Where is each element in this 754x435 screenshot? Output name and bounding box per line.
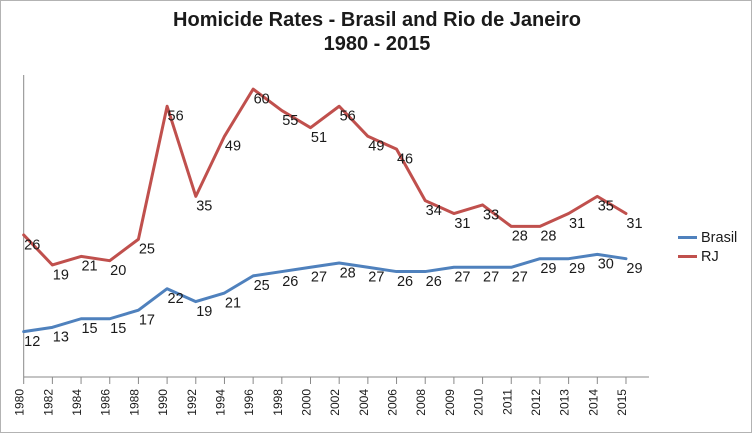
svg-text:27: 27 xyxy=(454,270,470,286)
svg-text:1998: 1998 xyxy=(271,389,285,416)
svg-text:49: 49 xyxy=(368,139,384,155)
svg-text:26: 26 xyxy=(282,274,298,290)
svg-text:2002: 2002 xyxy=(328,389,342,416)
svg-text:26: 26 xyxy=(24,237,40,253)
svg-text:21: 21 xyxy=(225,295,241,311)
svg-text:60: 60 xyxy=(254,91,270,107)
svg-text:27: 27 xyxy=(483,270,499,286)
svg-text:2006: 2006 xyxy=(386,389,400,416)
svg-text:34: 34 xyxy=(426,203,442,219)
svg-text:26: 26 xyxy=(397,274,413,290)
svg-text:21: 21 xyxy=(81,259,97,275)
svg-text:2009: 2009 xyxy=(443,389,457,416)
svg-text:19: 19 xyxy=(196,304,212,320)
svg-text:2014: 2014 xyxy=(586,389,600,416)
svg-text:26: 26 xyxy=(426,274,442,290)
svg-text:15: 15 xyxy=(110,321,126,337)
svg-text:2004: 2004 xyxy=(357,389,371,416)
svg-text:1982: 1982 xyxy=(41,389,55,416)
svg-text:28: 28 xyxy=(512,229,528,245)
svg-text:2015: 2015 xyxy=(615,389,629,416)
svg-text:28: 28 xyxy=(540,229,556,245)
svg-text:30: 30 xyxy=(598,257,614,273)
svg-text:25: 25 xyxy=(139,242,155,258)
svg-text:31: 31 xyxy=(626,216,642,232)
svg-text:1994: 1994 xyxy=(213,389,227,416)
svg-text:1996: 1996 xyxy=(242,389,256,416)
svg-text:56: 56 xyxy=(340,109,356,125)
svg-text:1986: 1986 xyxy=(99,389,113,416)
svg-text:1980: 1980 xyxy=(13,389,27,416)
svg-text:27: 27 xyxy=(311,270,327,286)
svg-text:27: 27 xyxy=(368,270,384,286)
svg-text:2012: 2012 xyxy=(529,389,543,416)
svg-text:29: 29 xyxy=(569,261,585,277)
svg-text:46: 46 xyxy=(397,151,413,167)
svg-text:25: 25 xyxy=(254,278,270,294)
svg-text:2010: 2010 xyxy=(472,389,486,416)
svg-text:2011: 2011 xyxy=(500,389,514,415)
svg-text:49: 49 xyxy=(225,139,241,155)
svg-text:28: 28 xyxy=(340,265,356,281)
svg-text:1984: 1984 xyxy=(70,389,84,416)
svg-text:35: 35 xyxy=(196,199,212,215)
svg-text:1992: 1992 xyxy=(185,389,199,416)
svg-text:22: 22 xyxy=(168,291,184,307)
svg-text:29: 29 xyxy=(626,261,642,277)
svg-text:1988: 1988 xyxy=(127,389,141,416)
svg-text:35: 35 xyxy=(598,199,614,215)
svg-text:17: 17 xyxy=(139,312,155,328)
svg-text:15: 15 xyxy=(81,321,97,337)
svg-text:55: 55 xyxy=(282,113,298,129)
svg-text:27: 27 xyxy=(512,270,528,286)
svg-text:33: 33 xyxy=(483,207,499,223)
svg-text:2008: 2008 xyxy=(414,389,428,416)
svg-text:12: 12 xyxy=(24,334,40,350)
svg-text:13: 13 xyxy=(53,330,69,346)
svg-text:20: 20 xyxy=(110,263,126,279)
svg-text:29: 29 xyxy=(540,261,556,277)
svg-text:56: 56 xyxy=(168,109,184,125)
svg-text:51: 51 xyxy=(311,130,327,146)
svg-text:31: 31 xyxy=(569,216,585,232)
svg-text:1990: 1990 xyxy=(156,389,170,416)
svg-text:2013: 2013 xyxy=(558,389,572,416)
svg-text:19: 19 xyxy=(53,267,69,283)
svg-text:31: 31 xyxy=(454,216,470,232)
svg-text:2000: 2000 xyxy=(300,389,314,416)
